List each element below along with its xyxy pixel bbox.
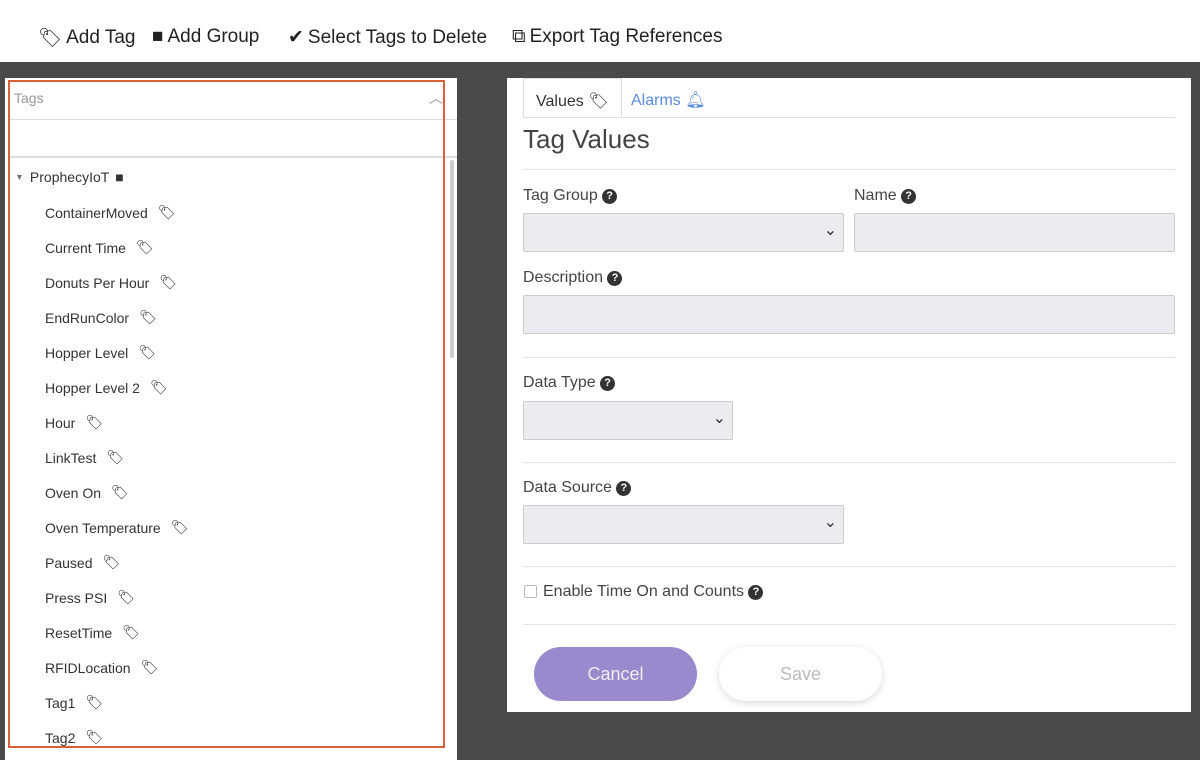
tree-tag-item[interactable]: Tag1 🏷 (45, 694, 103, 711)
tree-tag-item[interactable]: LinkTest 🏷 (45, 449, 124, 466)
tree-tag-item[interactable]: Hopper Level 2 🏷 (45, 379, 168, 396)
question-circle-icon[interactable]: ? (748, 585, 764, 600)
description-label: Description ? (523, 269, 623, 287)
tag-label: ContainerMoved (45, 204, 148, 221)
divider (8, 156, 457, 158)
tab-values[interactable]: Values 🏷 (523, 78, 622, 118)
divider (8, 119, 457, 120)
tree-tag-item[interactable]: Oven Temperature 🏷 (45, 519, 188, 536)
tag-label: Hopper Level (45, 344, 129, 361)
question-circle-icon[interactable]: ? (600, 376, 616, 391)
enable-time-on-label: Enable Time On and Counts ? (543, 583, 764, 601)
object-group-icon: ⧉ (512, 26, 526, 47)
tag-icon: 🏷 (122, 624, 140, 640)
tree-tag-item[interactable]: Donuts Per Hour 🏷 (45, 274, 177, 291)
tag-label: Current Time (45, 239, 126, 256)
tab-alarms[interactable]: Alarms 🔔︎ (631, 92, 706, 109)
tree-search-input[interactable] (8, 120, 445, 156)
tree-tag-item[interactable]: Tag2 🏷 (45, 729, 103, 746)
folder-icon: ■ (115, 169, 124, 185)
tags-icon: 🏷 (588, 93, 609, 110)
tag-label: Tag1 (45, 694, 76, 711)
tag-label: Hopper Level 2 (45, 379, 140, 396)
tree-tag-item[interactable]: EndRunColor 🏷 (45, 309, 157, 326)
tag-icon: 🏷 (85, 729, 104, 745)
tag-icon: 🏷 (106, 449, 125, 465)
tag-label: RFIDLocation (45, 659, 131, 676)
question-circle-icon[interactable]: ? (607, 271, 623, 286)
tag-icon: 🏷 (139, 309, 157, 325)
cancel-button[interactable]: Cancel (534, 647, 697, 701)
tag-label: ResetTime (45, 624, 113, 641)
page-title: Tag Values (523, 124, 650, 154)
tree-tag-item[interactable]: Current Time 🏷 (45, 239, 154, 256)
tree-header: Tags (14, 90, 44, 106)
toolbar: 🏷 Add Tag ■ Add Group ✔ Select Tags to Dele… (0, 0, 1200, 62)
tag-label: LinkTest (45, 449, 97, 466)
divider (523, 462, 1175, 463)
description-input[interactable] (523, 295, 1175, 334)
tag-label: Press PSI (45, 589, 108, 606)
tree-tag-item[interactable]: Paused 🏷 (45, 554, 120, 571)
data-source-select[interactable] (523, 505, 844, 544)
tag-icon: 🏷 (170, 519, 189, 535)
folder-icon: ■ (152, 26, 164, 47)
tag-group-select[interactable] (523, 213, 844, 252)
tag-label: EndRunColor (45, 309, 130, 326)
tag-icon: 🏷 (159, 274, 178, 290)
scrollbar[interactable] (450, 160, 454, 358)
divider (523, 117, 1175, 118)
tag-icon: 🏷 (85, 694, 104, 710)
tag-icon: 🏷 (111, 484, 129, 500)
tree-tag-item[interactable]: Oven On 🏷 (45, 484, 129, 501)
tag-form-panel: Values 🏷 Alarms 🔔︎ Tag Values Tag Group … (507, 78, 1191, 712)
tag-icon: 🏷 (117, 589, 136, 605)
divider (523, 566, 1175, 567)
tag-icon: 🏷 (138, 344, 157, 360)
tag-icon: 🏷 (102, 554, 121, 570)
tag-icon: 🏷 (140, 659, 159, 675)
tag-label: Oven Temperature (45, 519, 161, 536)
add-tag-button[interactable]: 🏷 Add Tag (38, 27, 136, 49)
tree-tag-item[interactable]: ResetTime 🏷 (45, 624, 140, 641)
tags-icon: 🏷 (38, 28, 63, 49)
tag-label: Donuts Per Hour (45, 274, 150, 291)
bell-icon: 🔔︎ (685, 92, 706, 109)
question-circle-icon[interactable]: ? (616, 481, 632, 496)
data-type-label: Data Type ? (523, 374, 616, 392)
tag-label: Hour (45, 414, 76, 431)
tag-group-label: Tag Group ? (523, 187, 618, 205)
tag-icon: 🏷 (149, 379, 168, 395)
tree-tag-item[interactable]: ContainerMoved 🏷 (45, 204, 176, 221)
tree-tag-item[interactable]: RFIDLocation 🏷 (45, 659, 158, 676)
tag-icon: 🏷 (157, 204, 176, 220)
tag-tree-panel: Tags ︿ 🔍︎ ▼ProphecyIoT■ ContainerMoved🏷C… (5, 78, 457, 760)
name-label: Name ? (854, 187, 917, 205)
tag-icon: 🏷 (85, 414, 104, 430)
add-group-button[interactable]: ■ Add Group (152, 26, 260, 47)
tree-folder[interactable]: ▼ ProphecyIoT ■ (15, 169, 124, 185)
chevron-up-icon[interactable]: ︿ (429, 90, 443, 106)
tag-label: Oven On (45, 484, 102, 501)
tree-tag-item[interactable]: Hopper Level 🏷 (45, 344, 156, 361)
name-input[interactable] (854, 213, 1175, 252)
enable-time-on-checkbox[interactable] (524, 585, 537, 598)
divider (523, 169, 1175, 170)
tag-label: Tag2 (45, 729, 76, 746)
tag-label: Paused (45, 554, 93, 571)
save-button[interactable]: Save (719, 647, 882, 701)
data-type-select[interactable] (523, 401, 733, 440)
question-circle-icon[interactable]: ? (901, 189, 917, 204)
divider (523, 357, 1175, 358)
data-source-label: Data Source ? (523, 479, 632, 497)
question-circle-icon[interactable]: ? (602, 189, 618, 204)
tag-icon: 🏷 (135, 239, 154, 255)
divider (523, 624, 1175, 625)
check-icon: ✔ (288, 27, 304, 48)
export-tag-references-button[interactable]: ⧉ Export Tag References (512, 26, 723, 47)
tree-tag-item[interactable]: Press PSI 🏷 (45, 589, 135, 606)
select-tags-delete-button[interactable]: ✔ Select Tags to Delete (288, 26, 488, 49)
caret-down-icon[interactable]: ▼ (15, 172, 24, 182)
tree-tag-item[interactable]: Hour 🏷 (45, 414, 103, 431)
